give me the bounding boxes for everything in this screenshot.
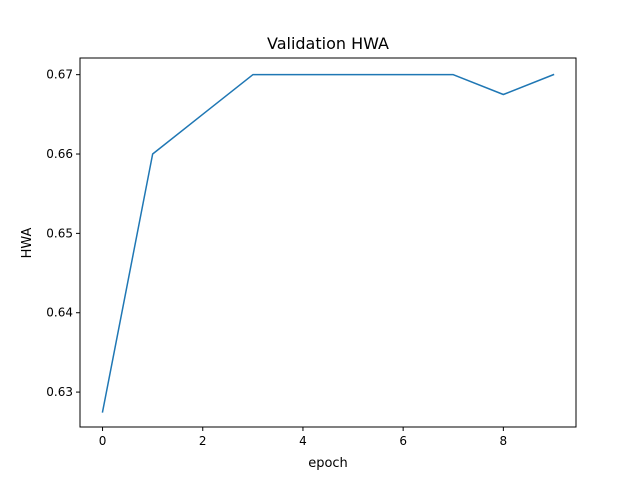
x-tick-label: 4 <box>299 434 307 448</box>
y-axis-label: HWA <box>20 227 35 258</box>
x-tick-label: 6 <box>399 434 407 448</box>
y-tick-label: 0.64 <box>46 306 73 320</box>
y-tick-label: 0.66 <box>46 147 73 161</box>
x-tick-label: 2 <box>199 434 207 448</box>
x-tick-label: 8 <box>500 434 508 448</box>
x-axis-label: epoch <box>308 456 348 471</box>
y-tick-label: 0.63 <box>46 385 73 399</box>
chart-title: Validation HWA <box>267 34 389 53</box>
plot-frame <box>79 57 577 428</box>
x-tick-label: 0 <box>99 434 107 448</box>
y-tick-label: 0.65 <box>46 226 73 240</box>
x-axis: 0 2 4 6 8 <box>99 427 507 448</box>
y-axis: 0.63 0.64 0.65 0.66 0.67 <box>46 68 80 399</box>
series-line <box>101 73 555 413</box>
y-tick-label: 0.67 <box>46 68 73 82</box>
